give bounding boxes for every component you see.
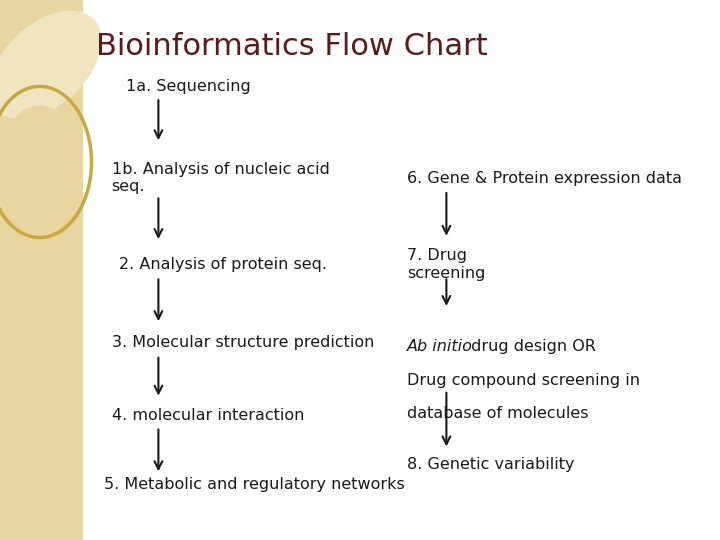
Text: 1b. Analysis of nucleic acid
seq.: 1b. Analysis of nucleic acid seq.	[112, 162, 330, 194]
Text: Bioinformatics Flow Chart: Bioinformatics Flow Chart	[96, 32, 487, 62]
Text: 6. Gene & Protein expression data: 6. Gene & Protein expression data	[407, 171, 682, 186]
Text: 3. Molecular structure prediction: 3. Molecular structure prediction	[112, 335, 374, 350]
Text: 4. molecular interaction: 4. molecular interaction	[112, 408, 304, 423]
Text: Drug compound screening in: Drug compound screening in	[407, 373, 640, 388]
Text: 7. Drug
screening: 7. Drug screening	[407, 248, 485, 281]
Text: drug design OR: drug design OR	[466, 339, 595, 354]
Text: Ab initio: Ab initio	[407, 339, 472, 354]
Text: 5. Metabolic and regulatory networks: 5. Metabolic and regulatory networks	[104, 477, 405, 492]
Bar	[0, 0, 83, 540]
Text: 1a. Sequencing: 1a. Sequencing	[126, 79, 251, 94]
Ellipse shape	[0, 11, 102, 119]
Text: 8. Genetic variability: 8. Genetic variability	[407, 457, 575, 472]
Text: database of molecules: database of molecules	[407, 406, 588, 421]
Ellipse shape	[1, 105, 79, 219]
Text: 2. Analysis of protein seq.: 2. Analysis of protein seq.	[119, 257, 327, 272]
